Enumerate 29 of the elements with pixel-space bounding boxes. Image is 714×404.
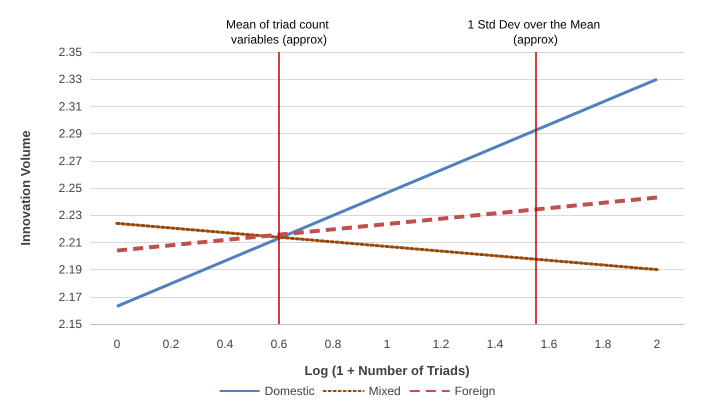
y-tick-label: 2.31 xyxy=(58,99,82,114)
x-tick-label: 1.8 xyxy=(594,337,612,351)
y-tick-label: 2.17 xyxy=(58,290,82,304)
x-tick-label: 0 xyxy=(114,337,121,351)
x-tick-label: 2 xyxy=(654,337,661,351)
y-tick-label: 2.33 xyxy=(58,72,82,86)
legend-label: Mixed xyxy=(368,384,401,398)
y-tick-label: 2.27 xyxy=(58,154,82,168)
y-tick-label: 2.25 xyxy=(58,181,82,195)
x-tick-label: 0.2 xyxy=(162,337,180,351)
x-axis-title: Log (1 + Number of Triads) xyxy=(304,363,470,378)
legend-label: Foreign xyxy=(454,384,496,398)
x-tick-label: 0.6 xyxy=(270,337,288,351)
y-axis-title: Innovation Volume xyxy=(18,130,33,246)
x-tick-label: 1.2 xyxy=(432,337,450,351)
x-tick-label: 1.6 xyxy=(540,337,558,351)
y-tick-label: 2.21 xyxy=(58,235,82,250)
ref-line-label: Mean of triad count variables (approx) xyxy=(226,18,332,46)
x-tick-label: 0.4 xyxy=(216,337,234,351)
y-tick-label: 2.19 xyxy=(58,262,82,277)
y-tick-label: 2.29 xyxy=(58,126,82,141)
y-tick-label: 2.15 xyxy=(58,317,82,331)
x-tick-label: 0.8 xyxy=(324,337,342,351)
x-tick-label: 1 xyxy=(384,337,391,351)
ref-line-label: 1 Std Dev over the Mean (approx) xyxy=(467,18,604,46)
y-tick-label: 2.35 xyxy=(58,45,82,59)
y-tick-label: 2.23 xyxy=(58,208,82,222)
legend-label: Domestic xyxy=(264,384,315,398)
x-tick-label: 1.4 xyxy=(486,337,504,351)
